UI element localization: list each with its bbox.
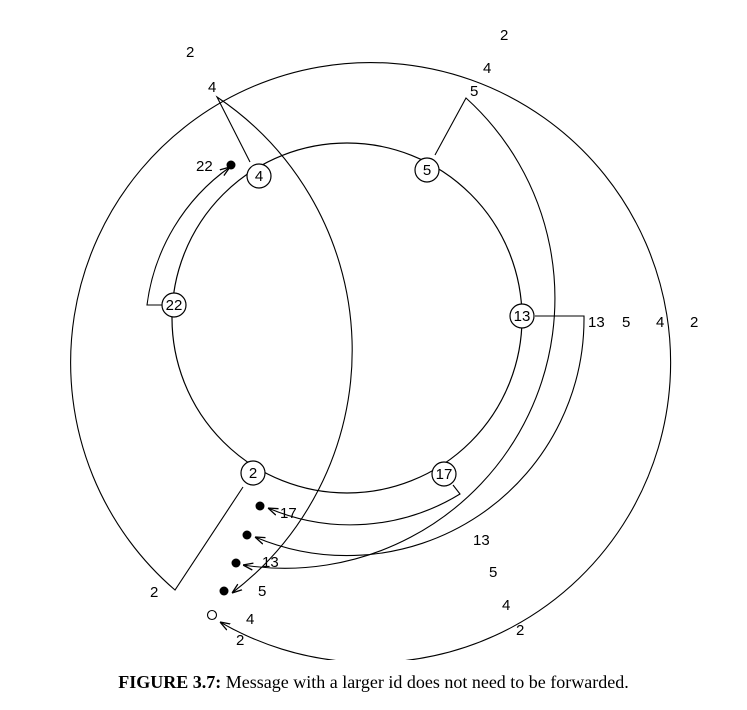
message-path-13 [255, 315, 585, 557]
message-2-label-end: 2 [236, 632, 244, 649]
message-17-label-end: 17 [280, 505, 297, 522]
message-2-label-lower: 2 [516, 622, 524, 639]
ring-diagram: 22 17 13 13 13 5 5 5 5 4 4 4 4 4 2 2 2 2… [70, 27, 698, 660]
node-label: 2 [249, 465, 257, 482]
message-13-start-dot [242, 530, 252, 540]
node-label: 22 [166, 297, 183, 314]
message-2-label-start: 2 [150, 584, 158, 601]
message-4-label-start: 4 [208, 79, 216, 96]
message-4-label-right: 4 [483, 60, 491, 77]
message-5-label-start: 5 [470, 83, 478, 100]
node-4: 4 [246, 163, 272, 189]
figure-caption: FIGURE 3.7: Message with a larger id doe… [0, 672, 747, 693]
message-4-label-right2: 4 [656, 314, 664, 331]
ring-circle [171, 142, 523, 494]
node-22: 22 [161, 292, 187, 318]
message-4-label-end: 4 [246, 611, 254, 628]
message-5-start-dot [231, 558, 241, 568]
message-2-label-right: 2 [690, 314, 698, 331]
caption-label: FIGURE 3.7: [118, 672, 222, 692]
message-5-label-right: 5 [622, 314, 630, 331]
message-22-label-end: 22 [196, 158, 213, 175]
node-2: 2 [240, 460, 266, 486]
node-label: 5 [423, 162, 431, 179]
message-path-2 [70, 62, 672, 660]
node-17: 17 [431, 461, 457, 487]
message-5-label-lower: 5 [489, 564, 497, 581]
message-2-return-dot [206, 609, 218, 621]
node-label: 17 [436, 466, 453, 483]
message-path-5 [243, 97, 556, 568]
message-17-start-dot [255, 501, 265, 511]
node-5: 5 [414, 157, 440, 183]
message-4-label-lower: 4 [502, 597, 510, 614]
message-4-start-dot [219, 586, 229, 596]
message-2-label-top-left: 2 [186, 44, 194, 61]
node-13: 13 [509, 303, 535, 329]
caption-text: Message with a larger id does not need t… [225, 672, 629, 692]
message-path-17 [268, 484, 461, 526]
message-path-22 [146, 167, 230, 306]
message-13-label-lower: 13 [473, 532, 490, 549]
node-label: 4 [255, 168, 263, 185]
message-path-4 [215, 95, 353, 593]
message-13-label-end: 13 [262, 554, 279, 571]
message-13-label-right: 13 [588, 314, 605, 331]
node-label: 13 [514, 308, 531, 325]
message-5-label-end: 5 [258, 583, 266, 600]
message-22-start-dot [226, 160, 236, 170]
message-2-label-top: 2 [500, 27, 508, 44]
